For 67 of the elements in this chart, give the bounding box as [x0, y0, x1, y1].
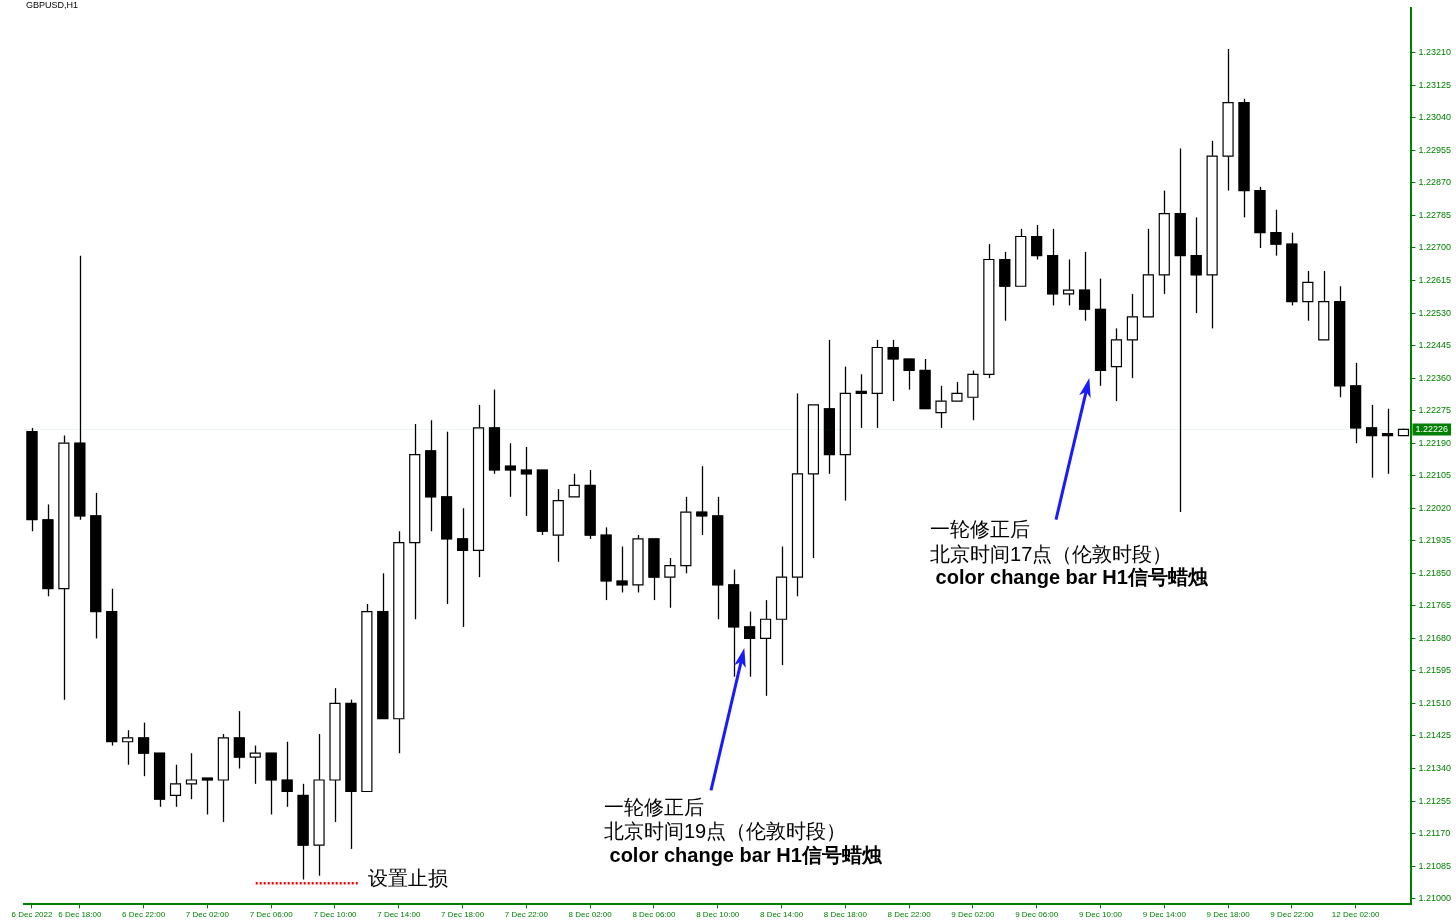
y-tick-label: 1.23125 [1418, 79, 1452, 90]
y-tick-label: 1.21085 [1418, 860, 1452, 871]
y-tick-label: 1.22190 [1418, 437, 1452, 448]
candlestick [664, 557, 676, 609]
y-tick-label: 1.21680 [1418, 632, 1452, 643]
x-tick-label: 12 Dec 02:00 [1331, 910, 1380, 920]
y-tick-label: 1.21000 [1418, 893, 1452, 904]
y-tick-label: 1.22785 [1418, 209, 1452, 220]
x-tick-label: 8 Dec 14:00 [759, 910, 804, 920]
y-tick-label: 1.21425 [1418, 730, 1452, 741]
annotation: 一轮修正后 [603, 796, 704, 819]
candlestick [249, 744, 261, 785]
y-tick-label: 1.21510 [1418, 697, 1452, 708]
y-tick-label: 1.22615 [1418, 275, 1452, 286]
x-tick-label: 7 Dec 10:00 [313, 910, 358, 920]
y-tick-label: 1.22530 [1418, 307, 1452, 318]
candlestick [616, 545, 628, 594]
y-tick-label: 1.22105 [1418, 470, 1452, 481]
x-tick-label: 8 Dec 10:00 [696, 910, 740, 920]
y-tick-label: 1.21595 [1418, 665, 1452, 676]
candlestick [967, 369, 979, 421]
ref-line-label: 1.22226 [1415, 423, 1449, 434]
y-tick-label: 1.22870 [1418, 177, 1452, 188]
x-tick-label: 9 Dec 18:00 [1206, 910, 1251, 920]
y-tick-label: 1.22700 [1418, 242, 1452, 253]
x-tick-label: 6 Dec 22:00 [122, 910, 166, 920]
annotation: color change bar H1信号蜡烛 [930, 565, 1209, 588]
annotation: 北京时间17点（伦敦时段） [930, 542, 1173, 565]
candlestick [696, 465, 708, 536]
x-tick-label: 9 Dec 22:00 [1270, 910, 1314, 920]
candlestick [1270, 209, 1282, 257]
x-tick-label: 6 Dec 18:00 [58, 910, 102, 920]
y-tick-label: 1.22360 [1418, 372, 1452, 383]
x-tick-label: 7 Dec 02:00 [185, 910, 230, 920]
candlestick [568, 473, 580, 498]
x-tick-label: 9 Dec 14:00 [1142, 910, 1187, 920]
y-tick-label: 1.23210 [1418, 47, 1452, 58]
y-tick-label: 1.22275 [1418, 405, 1452, 416]
x-tick-label: 9 Dec 02:00 [951, 910, 996, 920]
y-tick-label: 1.21935 [1418, 535, 1452, 546]
y-tick-label: 1.22445 [1418, 340, 1452, 351]
x-tick-label: 7 Dec 18:00 [441, 910, 485, 920]
y-tick-label: 1.21340 [1418, 763, 1452, 774]
y-tick-label: 1.21255 [1418, 795, 1452, 806]
y-tick-label: 1.21170 [1418, 828, 1451, 839]
x-tick-label: 7 Dec 22:00 [504, 910, 549, 920]
y-tick-label: 1.21850 [1418, 567, 1452, 578]
y-tick-label: 1.22955 [1418, 144, 1452, 155]
x-tick-label: 8 Dec 06:00 [632, 910, 677, 920]
x-tick-label: 7 Dec 14:00 [377, 910, 421, 920]
x-tick-label: 9 Dec 10:00 [1078, 910, 1123, 920]
y-tick-label: 1.22020 [1418, 502, 1452, 513]
ref-line-label: 设置止损 [368, 866, 449, 889]
chart-title: GBPUSD,H1 [26, 0, 79, 10]
x-tick-label: 9 Dec 06:00 [1015, 910, 1059, 920]
annotation: 北京时间19点（伦敦时段） [603, 820, 847, 843]
y-tick-label: 1.23040 [1418, 112, 1452, 123]
x-tick-label: 7 Dec 06:00 [249, 910, 294, 920]
annotation: 一轮修正后 [930, 518, 1031, 541]
x-tick-label: 8 Dec 22:00 [887, 910, 932, 920]
x-tick-label: 8 Dec 02:00 [568, 910, 613, 920]
x-tick-label: 6 Dec 2022 [11, 910, 53, 920]
candlestick [1190, 216, 1202, 314]
y-tick-label: 1.21765 [1418, 600, 1452, 611]
candlestick [233, 710, 245, 770]
annotation: color change bar H1信号蜡烛 [603, 843, 883, 866]
x-tick-label: 8 Dec 18:00 [823, 910, 868, 920]
